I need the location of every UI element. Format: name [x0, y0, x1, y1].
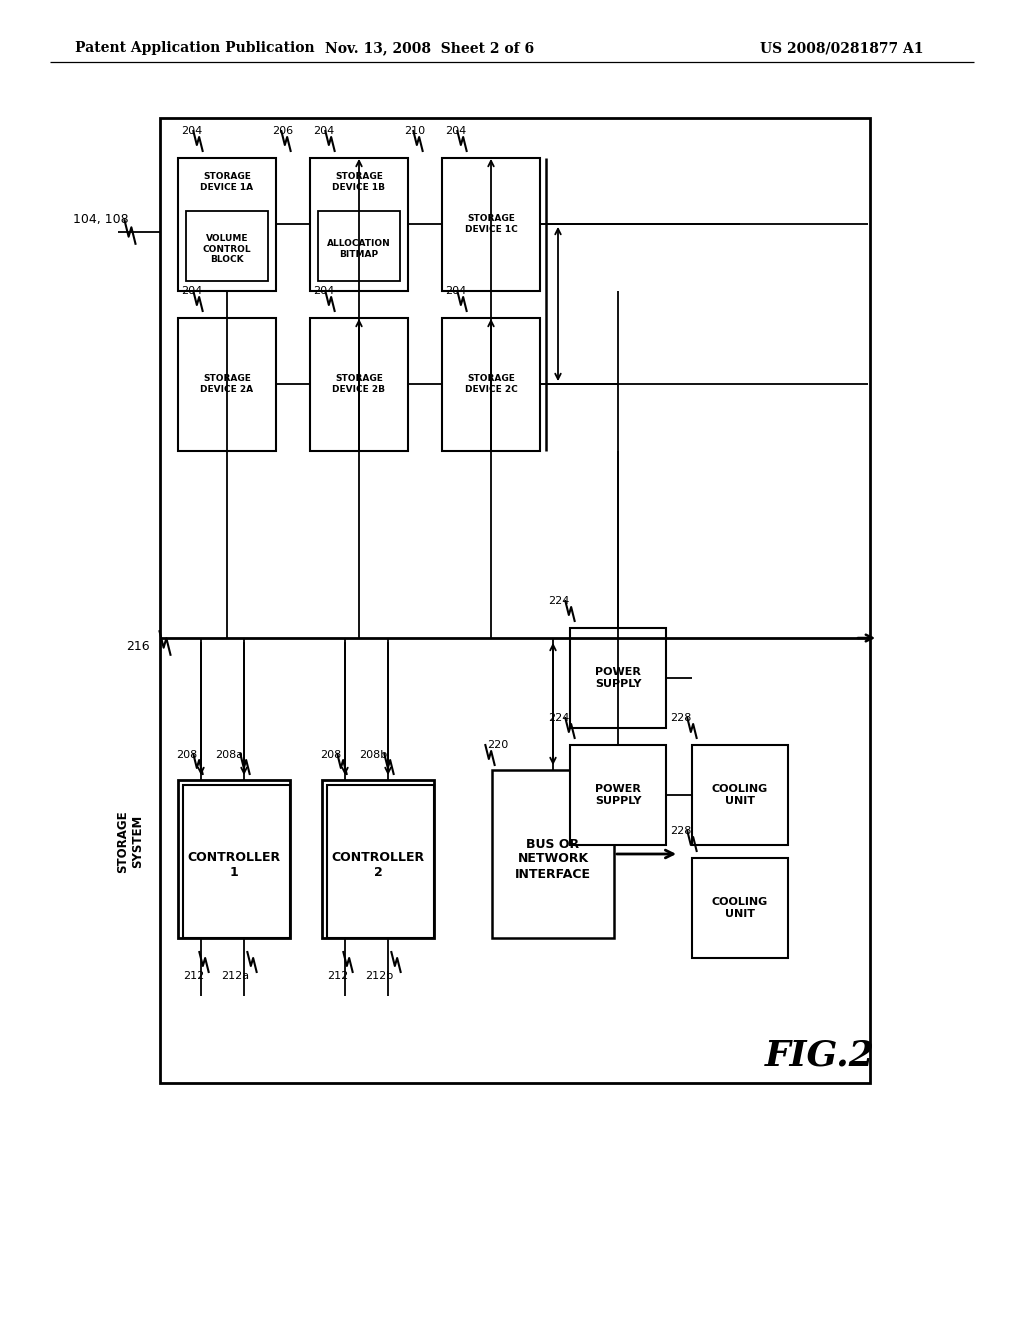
Text: 204: 204	[181, 125, 203, 136]
Bar	[442, 158, 540, 290]
Bar	[310, 158, 408, 290]
Text: STORAGE
SYSTEM: STORAGE SYSTEM	[116, 810, 144, 873]
Text: COOLING
UNIT: COOLING UNIT	[712, 898, 768, 919]
Bar	[322, 780, 434, 939]
Text: 212a: 212a	[221, 972, 249, 981]
Text: POWER
SUPPLY: POWER SUPPLY	[595, 784, 641, 805]
Text: 204: 204	[313, 286, 334, 296]
Text: 204: 204	[445, 125, 466, 136]
Text: 208: 208	[176, 750, 198, 760]
Text: STORAGE
DEVICE 2B: STORAGE DEVICE 2B	[333, 375, 385, 393]
Bar	[183, 785, 290, 939]
Text: CONTROLLER
1: CONTROLLER 1	[187, 851, 281, 879]
Text: 216: 216	[126, 639, 150, 652]
Bar	[310, 318, 408, 451]
Text: 228: 228	[670, 713, 691, 723]
Text: 228: 228	[670, 826, 691, 836]
Text: 204: 204	[313, 125, 334, 136]
Text: 210: 210	[404, 125, 425, 136]
Bar	[442, 318, 540, 451]
Text: US 2008/0281877 A1: US 2008/0281877 A1	[760, 41, 924, 55]
Text: 212: 212	[183, 972, 204, 981]
Bar	[186, 211, 268, 281]
Text: COOLING
UNIT: COOLING UNIT	[712, 784, 768, 805]
Bar	[178, 318, 276, 451]
Bar	[178, 780, 290, 939]
Text: VOLUME
CONTROL
BLOCK: VOLUME CONTROL BLOCK	[203, 234, 251, 264]
Text: Nov. 13, 2008  Sheet 2 of 6: Nov. 13, 2008 Sheet 2 of 6	[326, 41, 535, 55]
Text: ALLOCATION
BITMAP: ALLOCATION BITMAP	[327, 239, 391, 259]
Text: 212: 212	[327, 972, 348, 981]
Text: 208a: 208a	[215, 750, 243, 760]
Text: 212b: 212b	[365, 972, 393, 981]
Bar	[692, 858, 788, 958]
Text: 204: 204	[445, 286, 466, 296]
Bar	[160, 117, 870, 1082]
Text: 104, 108: 104, 108	[73, 214, 129, 227]
Bar	[492, 770, 614, 939]
Text: STORAGE
DEVICE 2A: STORAGE DEVICE 2A	[201, 375, 254, 393]
Text: STORAGE
DEVICE 1B: STORAGE DEVICE 1B	[333, 172, 385, 191]
Text: BUS OR
NETWORK
INTERFACE: BUS OR NETWORK INTERFACE	[515, 837, 591, 880]
Bar	[692, 744, 788, 845]
Text: 204: 204	[181, 286, 203, 296]
Text: 224: 224	[548, 597, 569, 606]
Text: 206: 206	[272, 125, 293, 136]
Text: 220: 220	[487, 741, 508, 750]
Text: STORAGE
DEVICE 1A: STORAGE DEVICE 1A	[201, 172, 254, 191]
Text: STORAGE
DEVICE 2C: STORAGE DEVICE 2C	[465, 375, 517, 393]
Bar	[327, 785, 434, 939]
Bar	[318, 211, 400, 281]
Bar	[570, 628, 666, 729]
Text: STORAGE
DEVICE 1C: STORAGE DEVICE 1C	[465, 214, 517, 234]
Bar	[178, 158, 276, 290]
Text: Patent Application Publication: Patent Application Publication	[75, 41, 314, 55]
Text: POWER
SUPPLY: POWER SUPPLY	[595, 667, 641, 689]
Text: FIG.2: FIG.2	[765, 1038, 874, 1072]
Bar	[570, 744, 666, 845]
Text: 208: 208	[319, 750, 341, 760]
Text: 208b: 208b	[359, 750, 387, 760]
Text: 224: 224	[548, 713, 569, 723]
Text: CONTROLLER
2: CONTROLLER 2	[332, 851, 425, 879]
